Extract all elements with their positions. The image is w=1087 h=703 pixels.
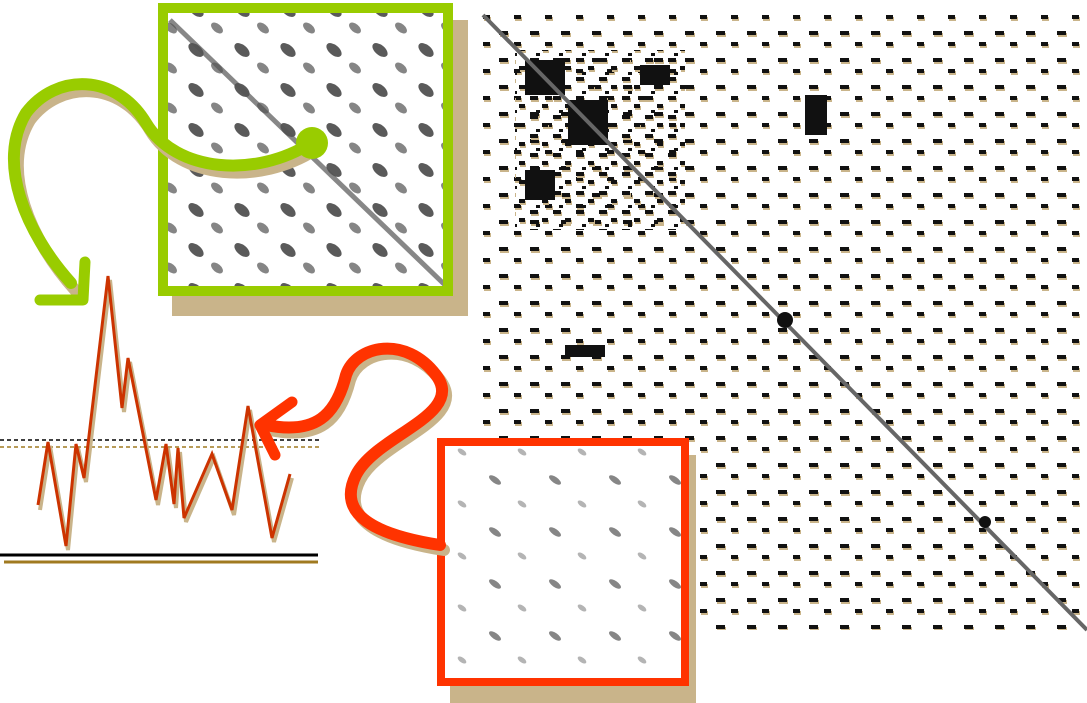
- box-texture: [441, 442, 685, 682]
- block: [640, 65, 670, 85]
- point: [979, 516, 991, 528]
- green-arrow: [7, 78, 328, 306]
- arrow-origin: [296, 127, 328, 159]
- red-arrow: [254, 342, 452, 556]
- block: [565, 345, 605, 357]
- arrow-body: [7, 78, 317, 289]
- arrow-body: [260, 342, 448, 551]
- series-line: [36, 275, 292, 547]
- frame: [437, 438, 689, 686]
- block: [805, 95, 827, 135]
- arrow-head: [254, 396, 298, 461]
- arrow-head: [34, 256, 91, 306]
- red-zoom: [437, 438, 696, 703]
- block: [525, 170, 555, 200]
- series-shadow: [38, 279, 294, 551]
- point: [777, 312, 793, 328]
